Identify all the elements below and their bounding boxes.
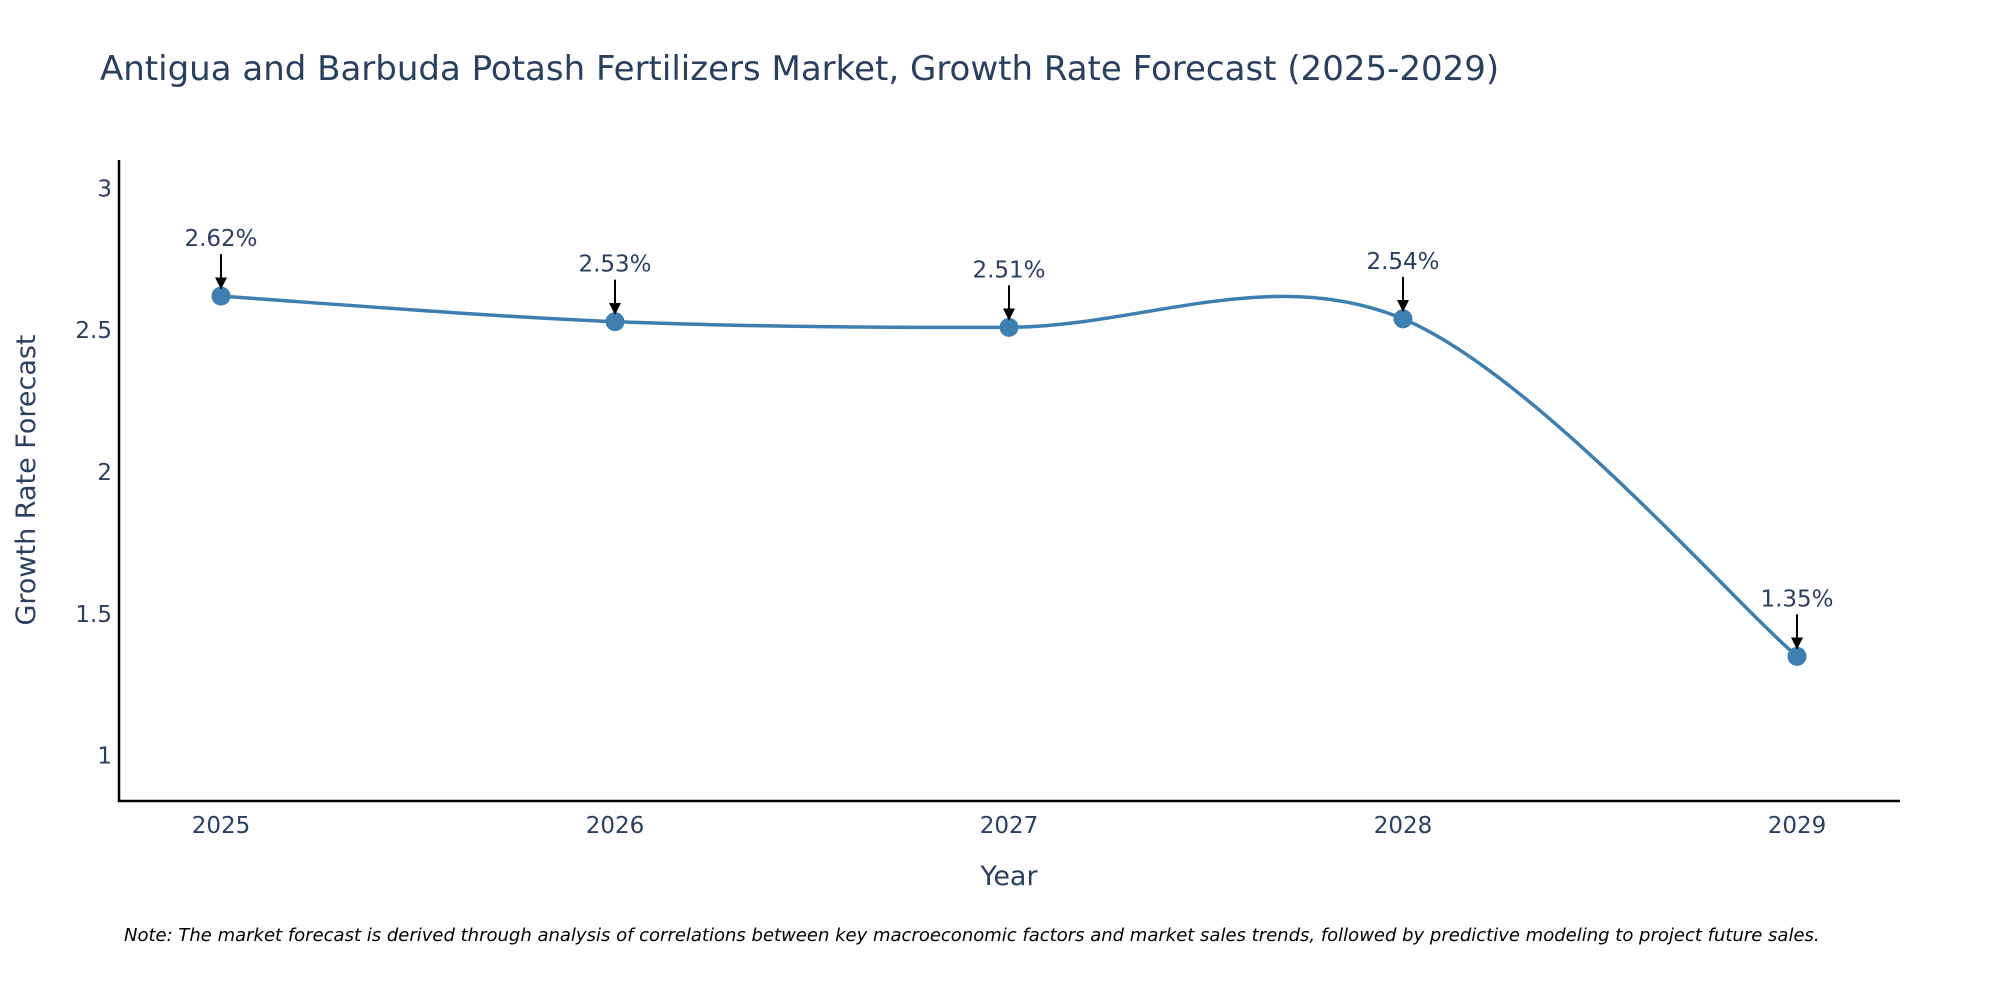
data-point-marker bbox=[605, 312, 625, 332]
y-tick-labels: 1 1.5 2 2.5 3 bbox=[75, 176, 112, 769]
y-axis-title: Growth Rate Forecast bbox=[11, 334, 42, 625]
y-tick-label: 3 bbox=[97, 176, 112, 202]
x-tick-label: 2025 bbox=[192, 813, 251, 839]
data-label: 2.53% bbox=[578, 252, 651, 278]
data-point-marker bbox=[211, 286, 231, 306]
x-axis-title: Year bbox=[979, 861, 1038, 892]
data-label-annotations: 2.62% 2.53% 2.51% 2.54% 1.35% bbox=[184, 226, 1834, 650]
x-tick-label: 2029 bbox=[1768, 813, 1827, 839]
x-tick-label: 2027 bbox=[980, 813, 1039, 839]
data-label: 1.35% bbox=[1760, 586, 1833, 612]
data-point-marker bbox=[1787, 646, 1807, 666]
y-tick-label: 1.5 bbox=[75, 602, 112, 628]
data-label: 2.51% bbox=[972, 257, 1045, 283]
plot-area: 1 1.5 2 2.5 3 2025 2026 2027 2028 2029 2.62% 2.53… bbox=[75, 160, 1900, 839]
chart-title: Antigua and Barbuda Potash Fertilizers M… bbox=[100, 49, 1499, 89]
data-label: 2.54% bbox=[1366, 249, 1439, 275]
series-line-growth-rate bbox=[220, 294, 1799, 658]
data-label: 2.62% bbox=[184, 226, 257, 252]
x-tick-label: 2026 bbox=[586, 813, 645, 839]
series-markers bbox=[211, 286, 1807, 666]
x-tick-labels: 2025 2026 2027 2028 2029 bbox=[192, 813, 1827, 839]
y-tick-label: 2 bbox=[97, 460, 112, 486]
x-tick-label: 2028 bbox=[1374, 813, 1433, 839]
data-point-marker bbox=[1393, 309, 1413, 329]
y-tick-label: 1 bbox=[97, 744, 112, 770]
forecast-note: Note: The market forecast is derived thr… bbox=[124, 925, 1820, 946]
y-tick-label: 2.5 bbox=[75, 318, 112, 344]
data-point-marker bbox=[999, 317, 1019, 337]
